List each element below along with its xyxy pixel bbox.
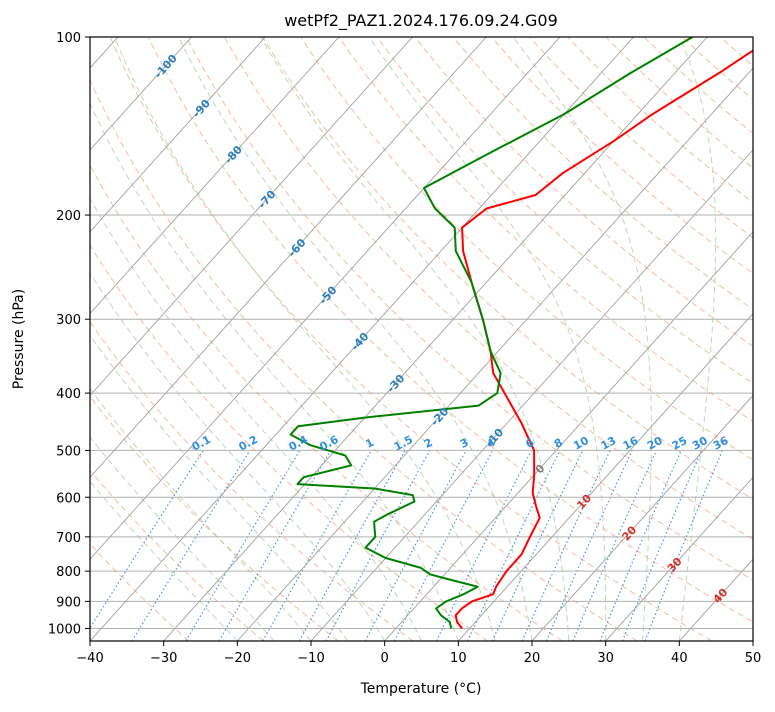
x-tick-label: −30 [150,651,177,666]
x-axis-label: Temperature (°C) [360,681,482,697]
x-tick-label: −40 [76,651,103,666]
y-tick-label: 600 [56,491,81,506]
y-tick-label: 400 [56,387,81,402]
y-tick-label: 900 [56,595,81,610]
x-tick-label: 20 [524,651,541,666]
x-tick-label: −10 [297,651,324,666]
y-axis-label: Pressure (hPa) [11,289,27,389]
x-tick-label: −20 [224,651,251,666]
y-tick-label: 200 [56,209,81,224]
chart-title: wetPf2_PAZ1.2024.176.09.24.G09 [284,11,558,31]
x-tick-label: 40 [671,651,688,666]
y-tick-label: 100 [56,31,81,46]
y-tick-label: 300 [56,313,81,328]
y-tick-label: 500 [56,444,81,459]
x-tick-label: 50 [745,651,762,666]
y-tick-label: 800 [56,565,81,580]
x-tick-label: 0 [381,651,389,666]
x-tick-label: 10 [450,651,467,666]
y-tick-label: 1000 [48,622,81,637]
y-tick-label: 700 [56,531,81,546]
x-tick-label: 30 [597,651,614,666]
